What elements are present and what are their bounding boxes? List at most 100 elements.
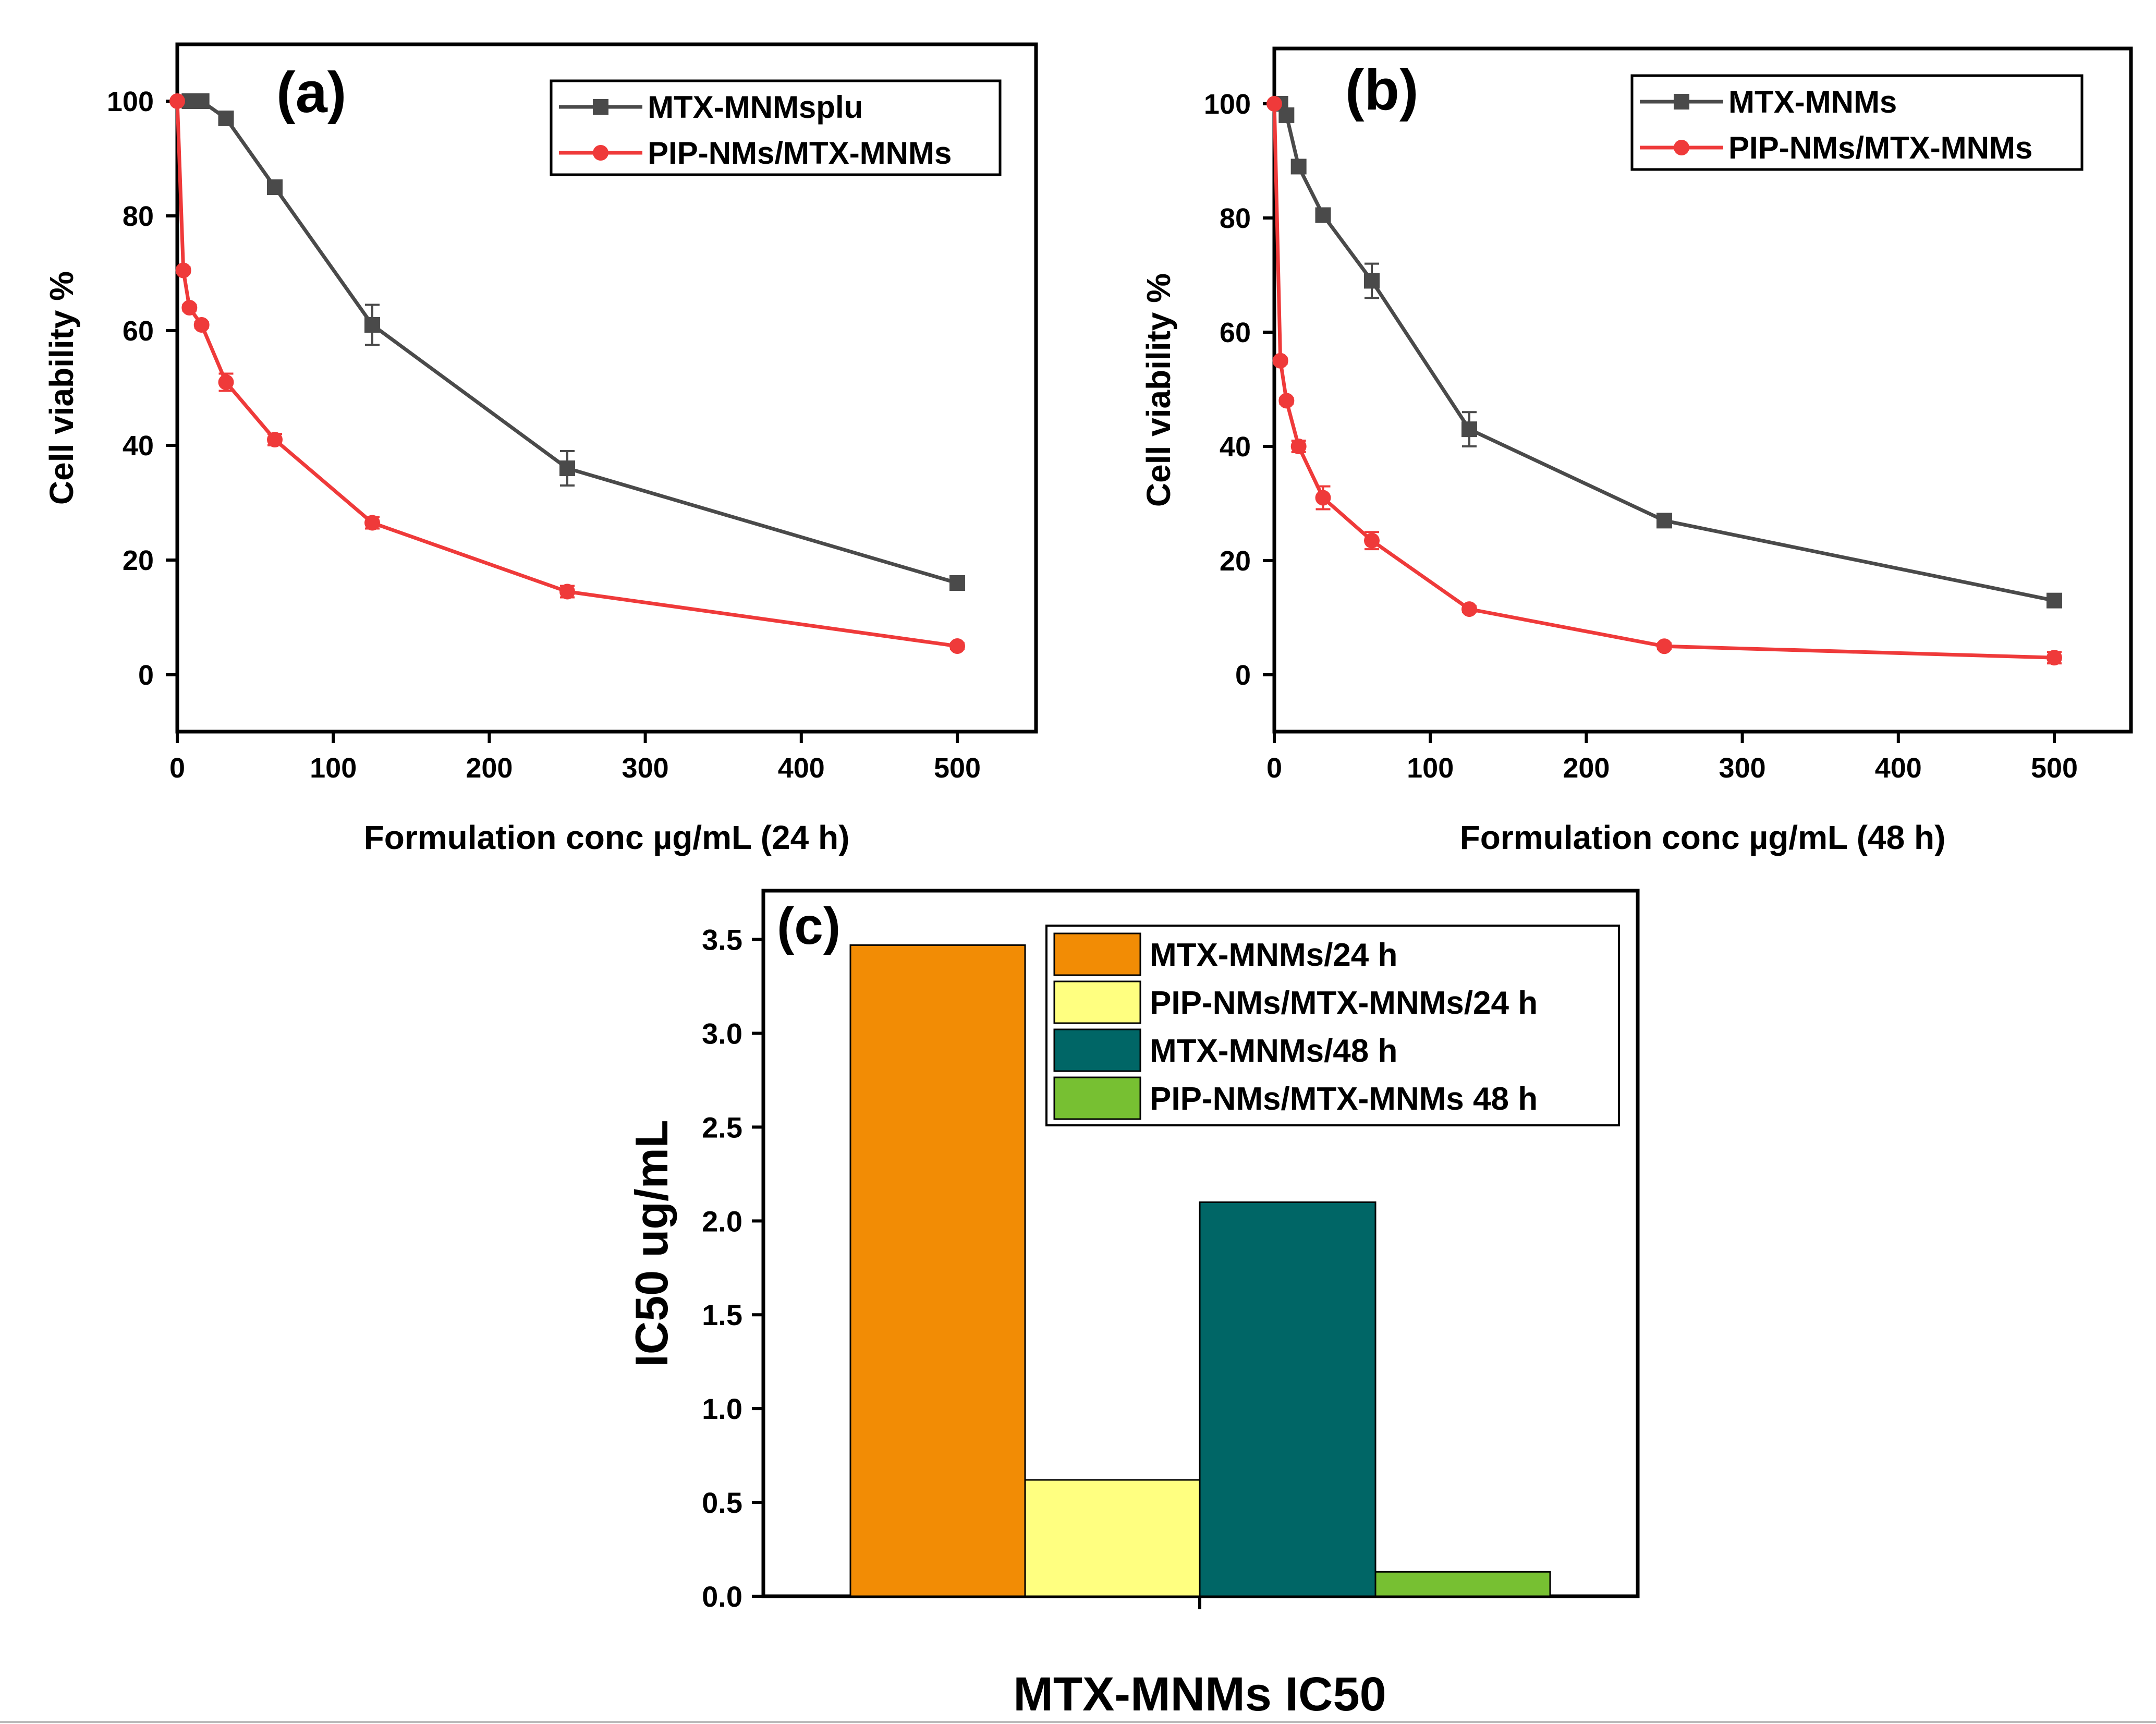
bar-2 <box>1199 1201 1377 1597</box>
x-tick-label: 0 <box>1266 752 1282 784</box>
data-point <box>1278 107 1295 123</box>
data-point <box>1315 207 1331 223</box>
data-point <box>1364 532 1380 549</box>
y-tick-label: 100 <box>107 86 154 117</box>
legend-swatch <box>1053 980 1141 1024</box>
bar-0 <box>849 944 1026 1597</box>
y-tick-label: 1.0 <box>702 1392 742 1425</box>
x-tick-label: 300 <box>622 752 669 784</box>
legend-marker <box>1674 140 1689 155</box>
x-tick-label: 500 <box>2031 752 2078 784</box>
y-axis-title: Cell viability % <box>43 271 80 505</box>
legend-label: PIP-NMs/MTX-MNMs 48 h <box>1150 1081 1538 1117</box>
legend-label: MTX-MNMsplu <box>648 90 863 125</box>
bar-3 <box>1374 1571 1551 1597</box>
data-point <box>1364 273 1380 289</box>
data-point <box>193 317 210 333</box>
data-point <box>1290 439 1307 454</box>
y-tick-label: 40 <box>123 430 154 462</box>
y-tick-label: 40 <box>1220 431 1251 463</box>
x-tick-label: 500 <box>934 752 981 784</box>
y-tick-label: 3.5 <box>702 924 742 956</box>
plot-frame <box>1272 46 2133 734</box>
data-point <box>193 93 210 109</box>
data-point <box>1656 638 1672 654</box>
data-point <box>364 317 380 333</box>
data-point <box>175 262 191 278</box>
data-point <box>1272 353 1288 369</box>
series-line-1 <box>175 101 958 648</box>
y-tick-label: 3.0 <box>702 1017 742 1050</box>
x-tick-label: 200 <box>466 752 513 784</box>
x-axis-title: Formulation conc µg/mL (24 h) <box>364 819 850 856</box>
x-tick-label: 0 <box>169 752 185 784</box>
legend-label: MTX-MNMs/48 h <box>1150 1033 1397 1069</box>
legend-label: MTX-MNMs <box>1728 84 1897 119</box>
legend-marker <box>593 145 608 161</box>
y-tick-label: 0.0 <box>702 1580 742 1613</box>
data-point <box>1656 513 1672 529</box>
x-tick-label: 100 <box>310 752 357 784</box>
y-tick-label: 1.5 <box>702 1298 742 1331</box>
data-point <box>2047 650 2062 666</box>
panel-label: (a) <box>276 60 346 125</box>
legend-label: PIP-NMs/MTX-MNMs/24 h <box>1150 985 1538 1021</box>
legend-box <box>550 79 1002 176</box>
panel-c: 0.0 0.5 1.0 1.5 2.0 2.5 3.0 3.5 IC50 ug/mL (c) MTX… <box>0 889 2156 1723</box>
panel-b: 0 100 200 300 400 500 0 20 40 60 80 100 Formulation … <box>1140 46 2133 856</box>
data-point <box>218 374 234 390</box>
legend-box <box>1045 925 1620 1126</box>
panel-label: (b) <box>1345 58 1418 122</box>
legend-label: PIP-NMs/MTX-MNMs <box>1728 130 2032 165</box>
series-line-0 <box>1278 103 2055 603</box>
data-point <box>218 111 234 126</box>
panel-a: 0 100 200 300 400 500 0 20 40 60 80 100 Formulation … <box>43 42 1038 856</box>
x-tick-label: 400 <box>778 752 825 784</box>
data-point <box>1461 421 1477 438</box>
data-point <box>267 179 283 195</box>
y-tick-label: 0 <box>138 660 154 691</box>
y-tick-label: 100 <box>1204 89 1251 120</box>
plot-frame <box>175 42 1038 734</box>
chart-title: MTX-MNMs IC50 <box>1013 1668 1386 1721</box>
data-point <box>1315 490 1331 506</box>
legend-box <box>1630 74 2084 171</box>
data-point <box>949 575 965 591</box>
legend-marker <box>1674 94 1689 110</box>
data-point <box>1266 96 1282 112</box>
data-point <box>949 638 965 654</box>
y-axis-title: Cell viability % <box>1140 273 1177 507</box>
data-point <box>1461 601 1477 617</box>
bar-1 <box>1024 1479 1201 1597</box>
x-axis-title: Formulation conc µg/mL (48 h) <box>1460 819 1946 856</box>
data-point <box>2047 592 2062 609</box>
series-line-1 <box>1272 103 2055 660</box>
y-axis-title: IC50 ug/mL <box>626 1120 677 1367</box>
data-point <box>169 93 185 109</box>
legend-label: MTX-MNMs/24 h <box>1150 937 1397 973</box>
y-tick-label: 20 <box>123 545 154 576</box>
x-tick-label: 100 <box>1407 752 1454 784</box>
y-tick-label: 60 <box>1220 317 1251 348</box>
legend-marker <box>593 99 608 115</box>
data-point <box>559 460 575 476</box>
x-tick-label: 300 <box>1719 752 1766 784</box>
data-point <box>267 432 283 447</box>
legend-swatch <box>1053 1076 1141 1120</box>
y-tick-label: 2.5 <box>702 1111 742 1144</box>
legend-label: PIP-NMs/MTX-MNMs <box>648 136 952 171</box>
y-tick-label: 60 <box>123 315 154 347</box>
y-tick-label: 0 <box>1235 660 1251 691</box>
y-tick-label: 80 <box>1220 203 1251 234</box>
y-tick-label: 0.5 <box>702 1486 742 1519</box>
data-point <box>181 300 198 315</box>
x-tick-label: 400 <box>1875 752 1922 784</box>
legend-swatch <box>1053 932 1141 976</box>
y-tick-label: 80 <box>123 201 154 232</box>
panel-label: (c) <box>777 897 841 955</box>
data-point <box>559 584 575 600</box>
y-tick-label: 2.0 <box>702 1205 742 1237</box>
data-point <box>1278 393 1295 409</box>
x-tick-label: 200 <box>1563 752 1610 784</box>
